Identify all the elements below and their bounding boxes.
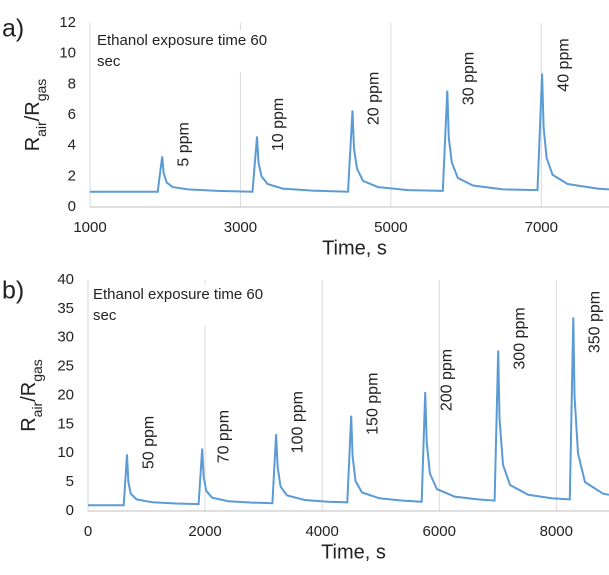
data-line <box>90 73 609 193</box>
x-tick-label: 2000 <box>188 523 221 540</box>
annotation: 200 ppm <box>438 349 455 411</box>
panel-label: b) <box>2 277 24 305</box>
x-axis-label: Time, s <box>322 237 387 259</box>
x-tick-label: 3000 <box>224 219 257 236</box>
annotation: 150 ppm <box>364 373 381 435</box>
annotation: 50 ppm <box>140 416 157 469</box>
panel-label: a) <box>2 15 24 43</box>
annotation: 30 ppm <box>461 52 478 105</box>
y-tick-label: 6 <box>68 106 76 123</box>
data-line <box>88 317 609 507</box>
y-tick-label: 10 <box>59 45 76 62</box>
annotation: 350 ppm <box>587 291 604 353</box>
x-axis-label: Time, s <box>321 541 386 563</box>
y-tick-label: 10 <box>57 444 74 461</box>
y-label-part: /R <box>22 101 44 121</box>
y-tick-label: 0 <box>66 502 74 519</box>
x-tick-label: 6000 <box>423 523 456 540</box>
x-tick-label: 5000 <box>374 219 407 236</box>
annotation: 5 ppm <box>175 122 192 166</box>
y-label-subscript: air <box>33 121 49 137</box>
y-tick-label: 35 <box>57 300 74 317</box>
annotation: 40 ppm <box>555 38 572 91</box>
y-tick-label: 15 <box>57 415 74 432</box>
y-tick-label: 8 <box>68 75 76 92</box>
annotation: 20 ppm <box>366 72 383 125</box>
y-label-subscript: gas <box>29 359 45 382</box>
y-label-subscript: gas <box>33 79 49 102</box>
x-tick-label: 7000 <box>525 219 558 236</box>
y-axis-label: Rair/Rgas <box>22 79 48 152</box>
x-tick-label: 0 <box>84 523 92 540</box>
annotation: 300 ppm <box>511 307 528 369</box>
annotation: 100 ppm <box>289 391 306 453</box>
x-tick-label: 4000 <box>305 523 338 540</box>
note: Ethanol exposure time 60 sec <box>90 284 286 326</box>
x-tick-label: 1000 <box>73 219 106 236</box>
y-label-subscript: air <box>29 401 45 417</box>
annotation: 70 ppm <box>215 410 232 463</box>
y-axis-label: Rair/Rgas <box>18 359 44 432</box>
y-tick-label: 20 <box>57 386 74 403</box>
y-tick-label: 12 <box>59 14 76 31</box>
y-tick-label: 0 <box>68 198 76 215</box>
y-label-part: R <box>22 137 44 151</box>
y-tick-label: 25 <box>57 358 74 375</box>
y-tick-label: 4 <box>68 137 76 154</box>
y-label-part: R <box>18 417 40 431</box>
y-label-part: /R <box>18 382 40 402</box>
y-tick-label: 2 <box>68 167 76 184</box>
y-tick-label: 40 <box>57 271 74 288</box>
y-tick-label: 30 <box>57 329 74 346</box>
annotation: 10 ppm <box>270 98 287 151</box>
y-tick-label: 5 <box>66 473 74 490</box>
note: Ethanol exposure time 60 sec <box>94 30 290 72</box>
x-tick-label: 8000 <box>540 523 573 540</box>
